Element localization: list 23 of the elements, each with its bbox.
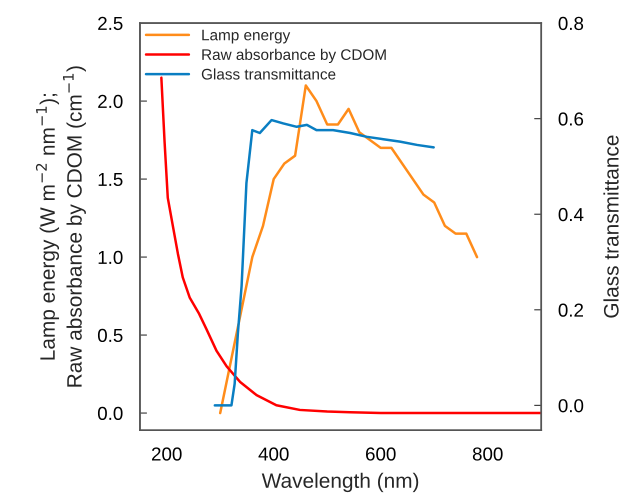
y2-tick-label: 0.0 (558, 399, 584, 412)
y-tick-label: 2.5 (98, 16, 123, 30)
legend-label: Lamp energy (202, 30, 290, 44)
legend-label: Glass transmittance (202, 68, 336, 80)
y2-tick-label: 0.4 (558, 208, 584, 222)
line-series (214, 118, 435, 407)
x-tick-label: 600 (366, 447, 396, 461)
y2-tick-label: 0.8 (558, 16, 584, 30)
x-tick-label: 800 (472, 447, 503, 461)
y2-tick-label: 0.6 (558, 112, 584, 126)
y2-axis-title: Glass transmittance (603, 136, 619, 318)
y2-tick-label: 0.2 (558, 304, 583, 317)
y-tick-label: 0.0 (98, 406, 123, 420)
x-tick-label: 400 (258, 447, 289, 461)
x-tick-label: 200 (152, 447, 182, 461)
y-axis-title: Lamp energy (W m$^{−2}$ nm$^{−1}$); Raw absorbance by CDOM (cm$^{−1}$) (36, 66, 86, 387)
y-tick-label: 0.5 (98, 328, 123, 342)
y-tick-label: 2.0 (98, 94, 123, 108)
x-axis-title: Wavelength (nm) (262, 472, 418, 492)
y-tick-label: 1.5 (98, 172, 123, 186)
legend-label: Raw absorbance by CDOM (202, 48, 386, 64)
line-series (218, 84, 478, 414)
y-tick-label: 1.0 (98, 250, 123, 264)
